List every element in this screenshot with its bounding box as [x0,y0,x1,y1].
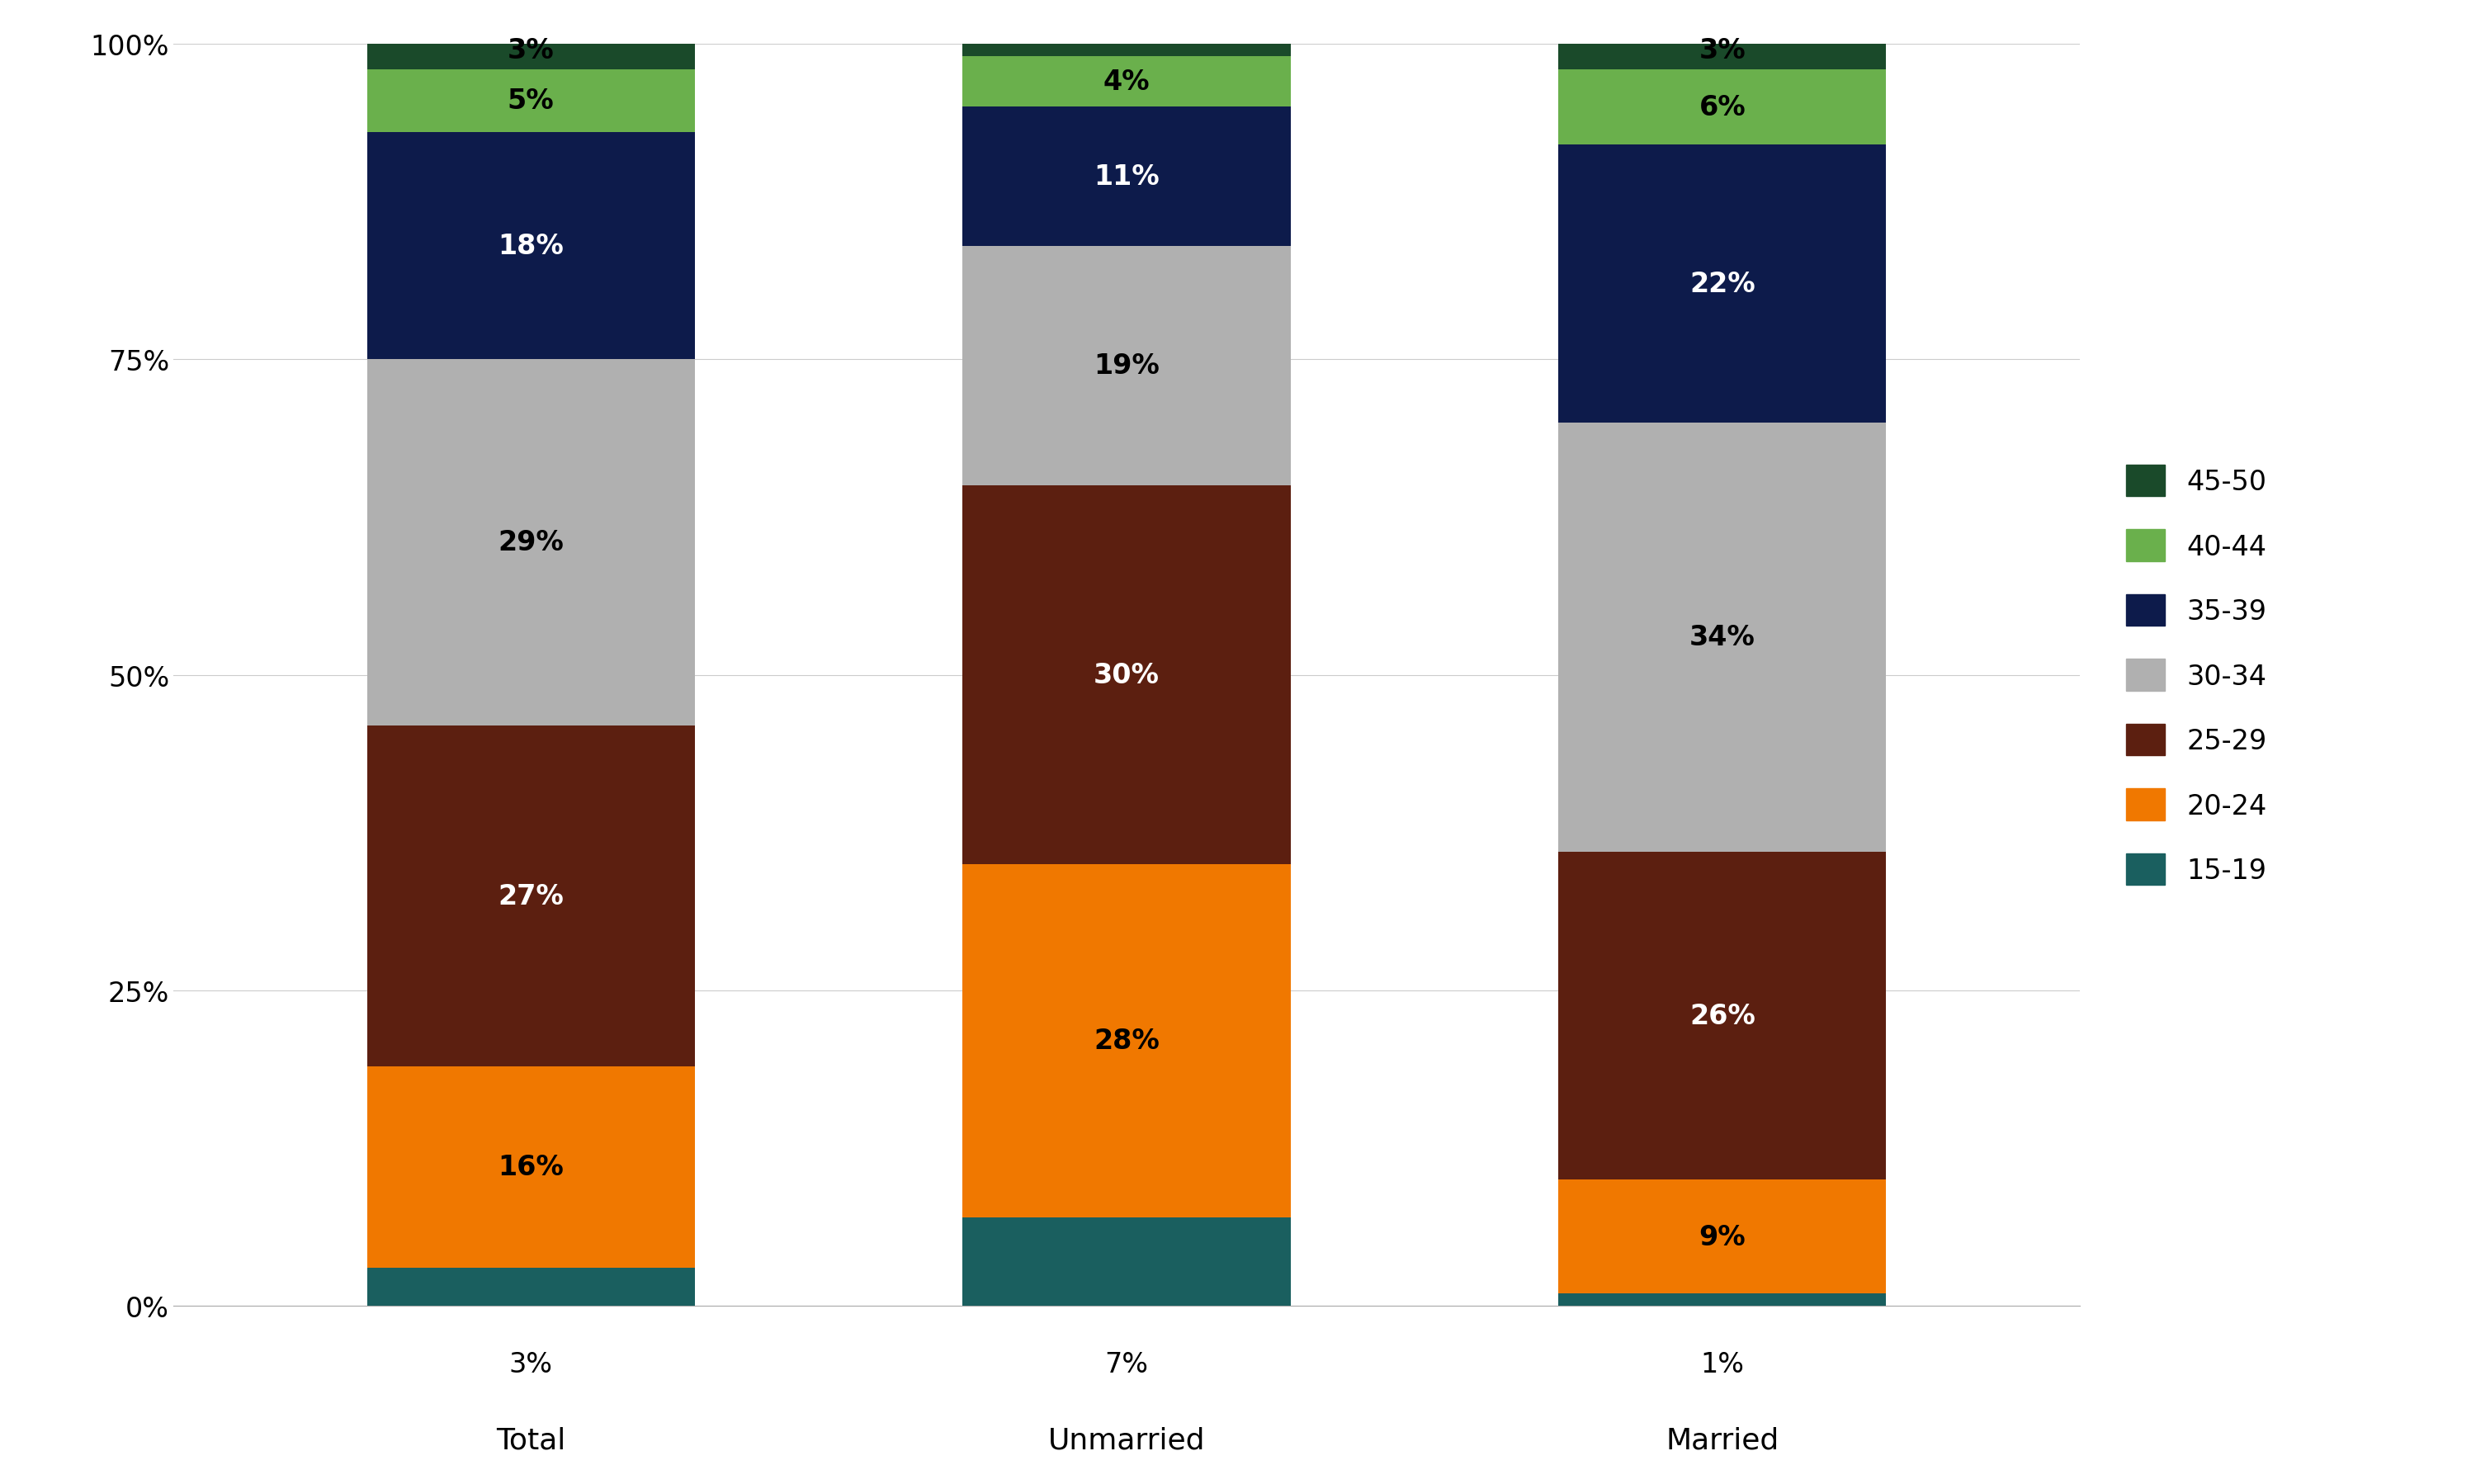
Bar [1557,31,1887,70]
Text: 16%: 16% [498,1153,565,1181]
Bar [1557,852,1887,1180]
Bar [963,1217,1290,1306]
Bar [1557,423,1887,852]
Text: 34%: 34% [1689,623,1755,651]
Text: 7%: 7% [1104,1350,1149,1377]
Text: 3%: 3% [510,1350,552,1377]
Text: 26%: 26% [1689,1002,1755,1030]
Text: 22%: 22% [1689,270,1755,298]
Bar [366,70,696,132]
Bar [963,487,1290,864]
Bar [366,1267,696,1306]
Bar [366,31,696,70]
Text: 28%: 28% [1094,1027,1159,1055]
Bar [963,864,1290,1217]
Text: 19%: 19% [1094,353,1159,380]
Text: Total: Total [495,1426,565,1454]
Text: 6%: 6% [1699,93,1746,122]
Text: 5%: 5% [508,88,555,114]
Bar [366,134,696,359]
Text: 9%: 9% [1699,1223,1746,1250]
Legend: 45-50, 40-44, 35-39, 30-34, 25-29, 20-24, 15-19: 45-50, 40-44, 35-39, 30-34, 25-29, 20-24… [2112,451,2280,899]
Text: 1%: 1% [1701,1350,1743,1377]
Text: Married: Married [1666,1426,1780,1454]
Bar [963,108,1290,246]
Bar [1557,145,1887,423]
Text: 3%: 3% [508,37,555,64]
Bar [1557,1180,1887,1293]
Bar [963,56,1290,108]
Bar [963,246,1290,487]
Text: 3%: 3% [1699,37,1746,64]
Bar [366,359,696,726]
Text: 4%: 4% [1104,68,1149,96]
Text: 27%: 27% [498,883,565,910]
Text: 11%: 11% [1094,163,1159,190]
Bar [366,1066,696,1267]
Text: 30%: 30% [1094,662,1159,689]
Text: Unmarried: Unmarried [1047,1426,1206,1454]
Text: 29%: 29% [498,530,565,556]
Bar [1557,1293,1887,1306]
Bar [963,31,1290,56]
Text: 18%: 18% [498,233,565,260]
Bar [366,726,696,1066]
Bar [1557,70,1887,145]
